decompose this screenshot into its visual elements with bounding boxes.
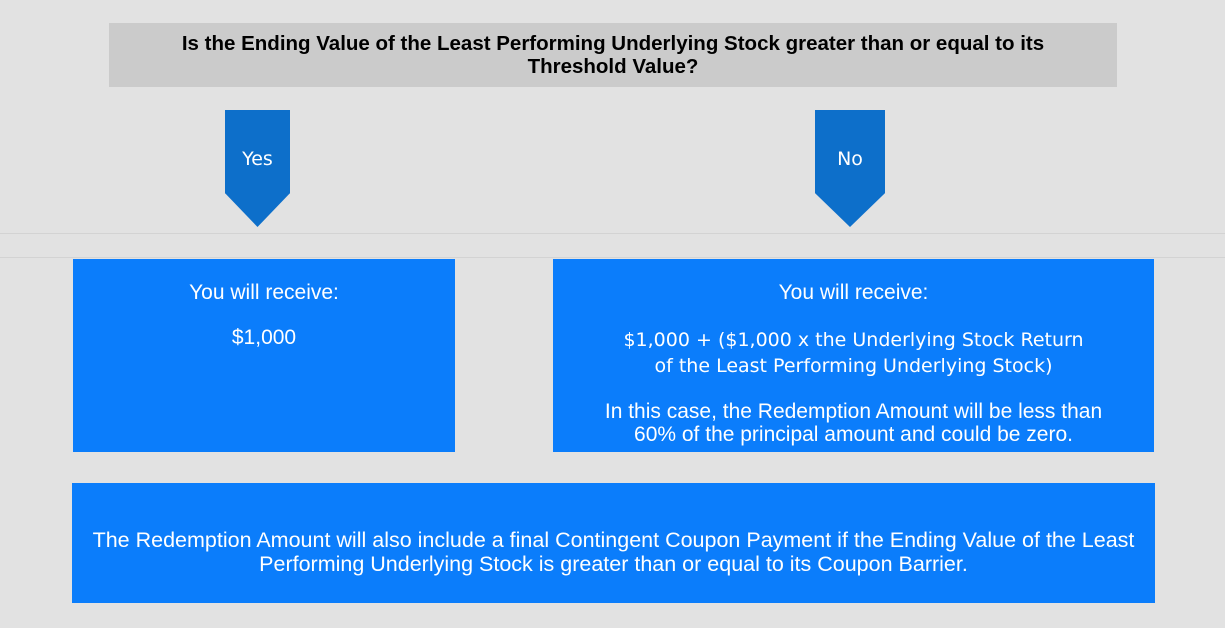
yes-receive-heading: You will receive: bbox=[189, 281, 339, 304]
yes-amount: $1,000 bbox=[231, 326, 297, 349]
footer-box: The Redemption Amount will also include … bbox=[72, 483, 1155, 603]
question-box: Is the Ending Value of the Least Perform… bbox=[109, 23, 1117, 87]
no-outcome-box: You will receive: $1,000 + ($1,000 x the… bbox=[553, 259, 1154, 452]
no-formula: $1,000 + ($1,000 x the Underlying Stock … bbox=[623, 329, 1084, 377]
no-arrow: No bbox=[815, 110, 885, 227]
yes-arrow: Yes bbox=[225, 110, 290, 227]
divider-line-upper bbox=[0, 233, 1225, 234]
no-receive-heading: You will receive: bbox=[778, 281, 929, 304]
no-arrow-label: No bbox=[837, 148, 863, 170]
footer-text: The Redemption Amount will also include … bbox=[92, 528, 1135, 576]
yes-arrow-label: Yes bbox=[242, 148, 273, 170]
divider-line-lower bbox=[0, 257, 1225, 258]
no-case-note: In this case, the Redemption Amount will… bbox=[604, 400, 1103, 446]
yes-outcome-box: You will receive: $1,000 bbox=[73, 259, 455, 452]
question-text: Is the Ending Value of the Least Perform… bbox=[181, 32, 1045, 78]
